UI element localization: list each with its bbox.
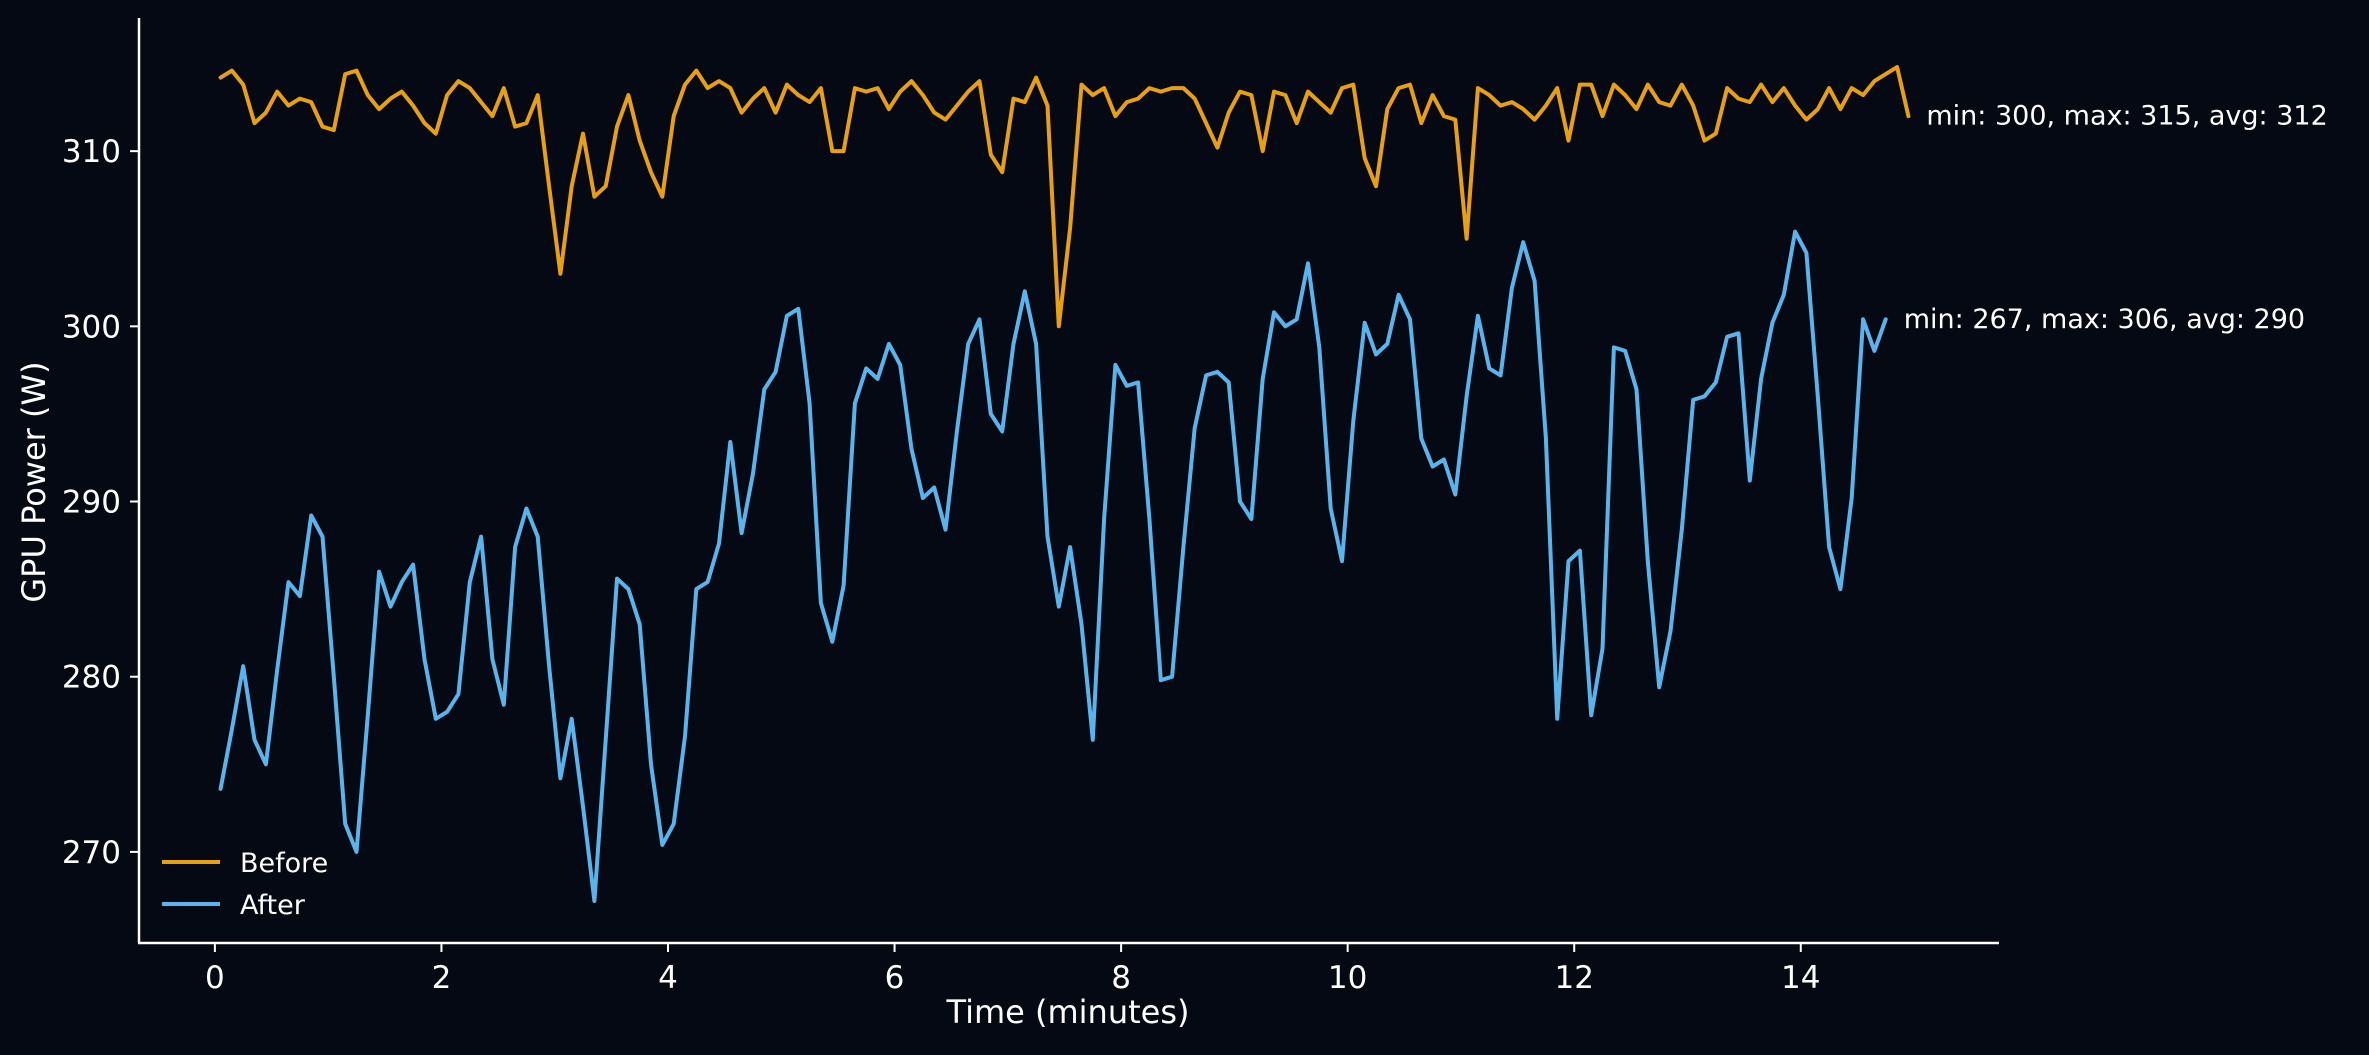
series-line-after	[218, 229, 1888, 903]
x-tick-label: 10	[1328, 960, 1367, 996]
y-axis-label: GPU Power (W)	[15, 361, 53, 602]
legend-label-after: After	[240, 890, 306, 921]
x-tick-label: 14	[1781, 960, 1820, 996]
series-annotations: min: 300, max: 315, avg: 312 min: 267, ma…	[1904, 101, 2328, 335]
legend: Before After	[162, 848, 328, 921]
y-ticks: 270 280 290 300 310	[62, 134, 139, 871]
x-tick-label: 2	[432, 960, 452, 996]
x-tick-label: 0	[205, 960, 225, 996]
x-tick-label: 8	[1111, 960, 1131, 996]
series-annotation-before: min: 300, max: 315, avg: 312	[1926, 101, 2327, 132]
series-annotation-after: min: 267, max: 306, avg: 290	[1904, 304, 2305, 335]
y-tick-label: 310	[62, 134, 121, 170]
x-tick-label: 12	[1554, 960, 1593, 996]
y-tick-label: 270	[62, 835, 121, 871]
axes	[137, 18, 1999, 945]
y-tick-label: 290	[62, 485, 121, 521]
x-tick-label: 4	[658, 960, 678, 996]
x-axis-label: Time (minutes)	[946, 993, 1190, 1031]
series-line-before	[218, 65, 1911, 329]
series-lines	[218, 65, 1911, 903]
legend-label-before: Before	[240, 848, 328, 879]
x-ticks: 0 2 4 6 8 10 12 14	[205, 943, 1820, 996]
y-tick-label: 300	[62, 309, 121, 345]
y-tick-label: 280	[62, 660, 121, 696]
x-tick-label: 6	[885, 960, 905, 996]
